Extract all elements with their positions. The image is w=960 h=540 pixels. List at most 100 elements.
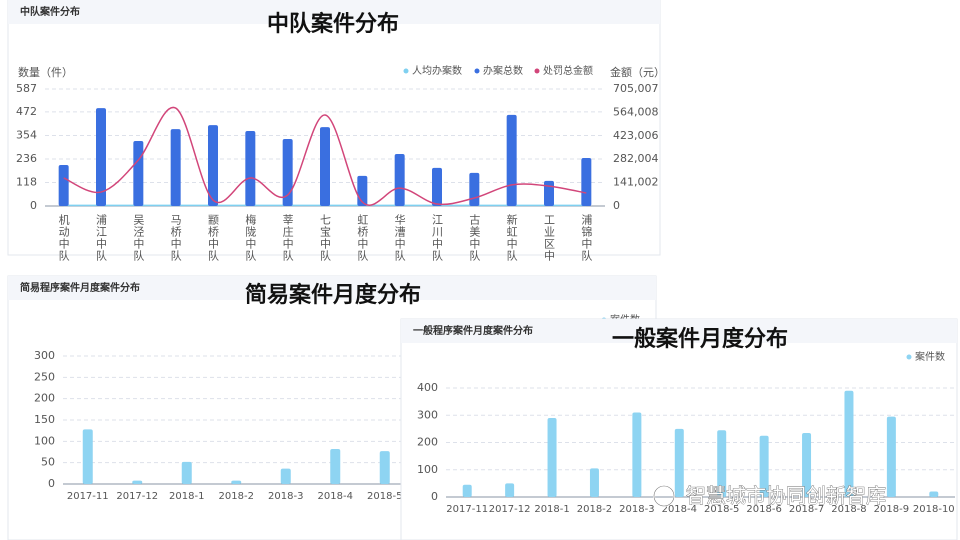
y-tick-label: 200 (417, 436, 438, 449)
x-tick-label: 2017-12 (116, 491, 158, 502)
x-tick-label: 2018-3 (619, 504, 654, 515)
x-tick-label: 新虹中队 (505, 213, 518, 262)
chart-panel: 一般程序案件月度案件分布 一般案件月度分布 0 100 200 300 400 2017-11… (400, 318, 958, 540)
panel-title: 中队案件分布 (20, 5, 80, 18)
bar (581, 157, 592, 206)
y-tick-label: 50 (41, 456, 55, 469)
x-tick-label: 颛桥中队 (207, 213, 220, 262)
x-tick-label: 华漕中队 (393, 213, 406, 262)
x-tick-label: 2018-1 (169, 491, 204, 502)
caption: 简易案件月度分布 (245, 282, 421, 308)
x-tick-label: 古美中队 (468, 214, 481, 262)
legend-marker (403, 68, 409, 74)
y-tick-label: 200 (34, 392, 55, 405)
bar (432, 167, 442, 206)
y-tick-label: 400 (417, 381, 438, 394)
x-tick-label: 江川中队 (431, 214, 444, 262)
x-tick-label: 机动中队 (57, 213, 70, 262)
x-tick-label: 2018-4 (318, 491, 353, 502)
bar (208, 125, 218, 206)
x-tick-label: 梅陇中队 (244, 213, 257, 262)
bar (96, 108, 106, 206)
bar (632, 412, 642, 497)
x-tick-label: 浦锦中队 (580, 214, 593, 262)
bar (674, 428, 684, 497)
caption: 一般案件月度分布 (612, 326, 788, 352)
caption: 中队案件分布 (267, 11, 399, 37)
bar (506, 114, 517, 206)
bar (886, 416, 896, 497)
bar (379, 451, 390, 484)
y-tick-label: 0 (431, 490, 438, 503)
x-tick-label: 2018-3 (268, 491, 303, 502)
y-tick-label: 100 (417, 463, 438, 476)
bar (170, 129, 181, 206)
y2-axis-label: 金额（元） (610, 65, 665, 79)
y-tick-label: 587 (16, 82, 37, 95)
x-tick-label: 浦江中队 (95, 214, 108, 262)
x-tick-label: 2018-10 (913, 504, 955, 515)
y-tick-label: 236 (16, 152, 37, 165)
y-axis-label: 数量（件） (18, 66, 73, 79)
x-tick-label: 2018-2 (577, 504, 612, 515)
legend-label: 办案总数 (483, 64, 523, 77)
panel-title: 一般程序案件月度案件分布 (413, 324, 533, 337)
legend-label: 案件数 (915, 350, 945, 363)
bar (544, 180, 554, 206)
y2-tick-label: 423,006 (613, 129, 659, 142)
bar (280, 468, 291, 484)
x-tick-label: 马桥中队 (169, 214, 182, 262)
y-tick-label: 250 (34, 370, 55, 383)
bar (394, 153, 405, 206)
y-tick-label: 0 (30, 199, 37, 212)
bar (717, 430, 727, 497)
y2-tick-label: 705,007 (613, 82, 659, 95)
series-line (63, 106, 587, 206)
legend-marker (906, 354, 912, 360)
bar (58, 164, 69, 206)
panel-title: 简易程序案件月度案件分布 (20, 281, 140, 294)
x-tick-label: 2017-11 (446, 504, 488, 515)
x-tick-label: 2017-11 (67, 491, 109, 502)
y-tick-label: 300 (417, 408, 438, 421)
x-tick-label: 2018-4 (662, 504, 697, 515)
y-tick-label: 150 (34, 413, 55, 426)
bar (469, 172, 480, 206)
y2-tick-label: 282,004 (613, 152, 659, 165)
y-tick-label: 118 (16, 175, 37, 188)
x-tick-label: 工业区中 (543, 214, 556, 262)
panel-header (8, 276, 656, 300)
x-tick-label: 2018-8 (831, 504, 866, 515)
bar (82, 429, 93, 484)
bar (330, 449, 341, 484)
y-tick-label: 100 (34, 434, 55, 447)
y-tick-label: 300 (34, 349, 55, 362)
x-tick-label: 2018-9 (874, 504, 909, 515)
x-tick-label: 2018-2 (219, 491, 254, 502)
y2-tick-label: 564,008 (613, 105, 659, 118)
bar (320, 127, 330, 206)
bar (132, 480, 143, 484)
x-tick-label: 2017-12 (489, 504, 531, 515)
y-tick-label: 0 (48, 477, 55, 490)
x-tick-label: 虹桥中队 (356, 214, 369, 262)
bar (462, 484, 472, 497)
bar (929, 491, 939, 497)
panel-header (401, 319, 957, 343)
x-tick-label: 2018-5 (704, 504, 739, 515)
bar (759, 435, 769, 497)
x-tick-label: 2018-5 (367, 491, 402, 502)
y2-tick-label: 0 (613, 199, 620, 212)
bar (844, 390, 854, 497)
watermark-icon-inner (653, 485, 675, 507)
x-tick-label: 莘庄中队 (281, 213, 294, 262)
y-tick-label: 354 (16, 128, 37, 141)
chart-panel: 中队案件分布 中队案件分布 0 118 236 354 472 587 0 141,002 282,… (7, 0, 665, 262)
bar (282, 139, 293, 206)
bar (589, 468, 599, 497)
bar (181, 461, 192, 484)
bar (231, 480, 242, 484)
y-tick-label: 472 (16, 105, 37, 118)
bar (245, 131, 256, 206)
x-tick-label: 七宝中队 (319, 214, 332, 262)
